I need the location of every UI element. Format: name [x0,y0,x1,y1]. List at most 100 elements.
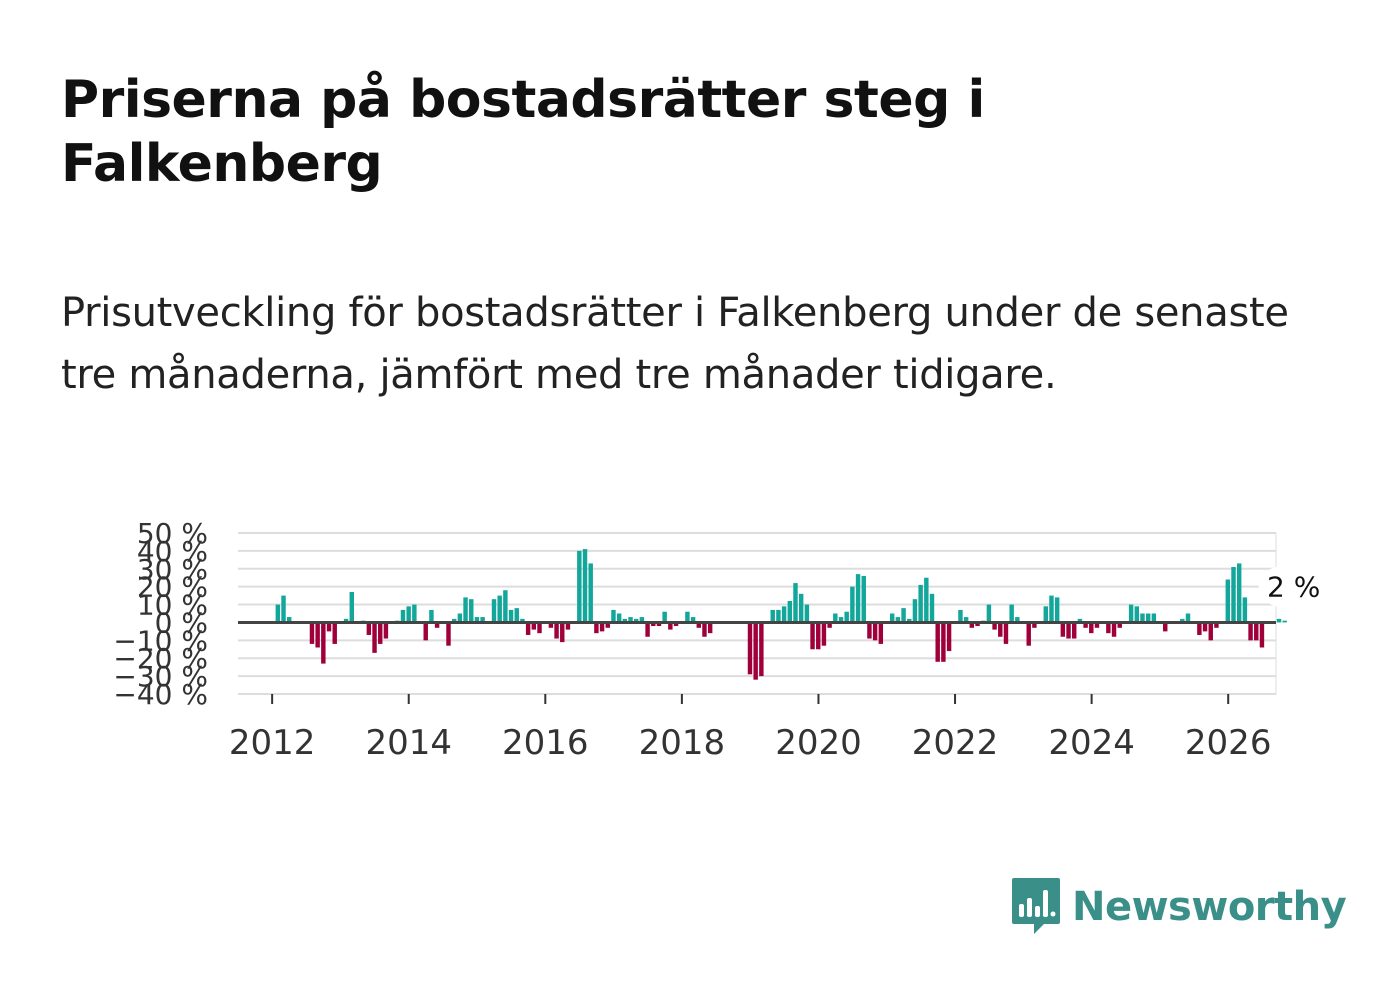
bar [508,609,514,623]
bar [406,606,411,623]
x-tick-label: 2016 [502,723,589,763]
bar [457,613,463,623]
bar [1072,622,1077,639]
y-tick-label: 0 % [155,606,208,639]
x-tick-label: 2014 [365,723,452,763]
x-tick-label: 2020 [775,723,862,763]
bar [520,618,525,623]
bar [281,595,286,623]
bar [998,622,1003,637]
y-tick-label: 30 % [137,553,208,586]
bar [759,622,764,677]
bar [366,622,372,635]
bar [383,622,389,639]
annotation: 2 % [1258,566,1325,607]
bar [901,608,906,623]
bar [582,549,588,623]
bar [707,622,713,634]
bar [1140,613,1145,623]
bar [537,622,542,634]
bar [594,622,599,634]
bar [787,600,793,623]
bar [861,575,866,623]
bar [924,577,929,623]
bar [798,593,804,623]
bar [702,622,707,637]
bar [912,599,918,623]
bar [1026,622,1031,646]
bar [816,622,821,650]
y-tick-label: 20 % [137,571,208,604]
bar [1134,606,1140,623]
bar [895,617,901,623]
bar [1151,613,1157,623]
bar [1094,622,1100,628]
bar [907,618,912,623]
y-tick-label: 10 % [137,589,208,622]
bar [753,622,758,680]
bar [770,609,775,623]
bar [326,622,332,632]
bar [690,617,696,623]
bar [827,622,832,628]
bar [463,597,468,623]
y-tick-label: −20 % [113,642,208,675]
bar [639,617,645,623]
bar [1054,597,1060,623]
bar [878,622,884,644]
bar [1225,579,1231,623]
bar [975,622,980,627]
bar [1032,622,1037,628]
bar [833,613,838,623]
bar [867,622,872,639]
bar [855,574,861,623]
bar [668,622,673,630]
bar [1242,597,1248,623]
bar [480,617,485,623]
bar [776,609,781,623]
bar [1214,622,1219,628]
bar [616,613,622,623]
bar [503,590,508,623]
bar [1128,604,1134,623]
bar [747,622,753,675]
bar [286,617,292,623]
x-tick-label: 2024 [1048,723,1135,763]
bar [1276,618,1282,623]
bar [372,622,377,653]
bar [1117,622,1122,628]
bar [844,611,849,623]
bar [850,586,855,623]
bar [315,622,320,648]
y-tick-label: 40 % [137,535,208,568]
bar [491,599,497,623]
bar [343,618,349,623]
bar [1236,563,1242,623]
bar [1231,566,1236,623]
bar [611,609,616,623]
bar [309,622,315,644]
bar [1083,622,1088,628]
bar [645,622,650,637]
bar [423,622,428,641]
bar [554,622,559,639]
bar [958,609,963,623]
bar [946,622,952,652]
bar [1009,604,1014,623]
bar [1003,622,1009,644]
bar [599,622,605,632]
bar [673,622,679,627]
bar [1248,622,1253,641]
bar [986,604,992,623]
bar [821,622,827,646]
bar [662,611,667,623]
bar [474,617,480,623]
bar [622,618,628,623]
newsworthy-logo: Newsworthy [1010,876,1347,938]
bar [434,622,440,628]
bar [1077,618,1083,623]
bar [969,622,975,628]
bar [548,622,554,628]
newsworthy-logo-text: Newsworthy [1072,884,1347,930]
y-tick-label: −10 % [113,624,208,657]
